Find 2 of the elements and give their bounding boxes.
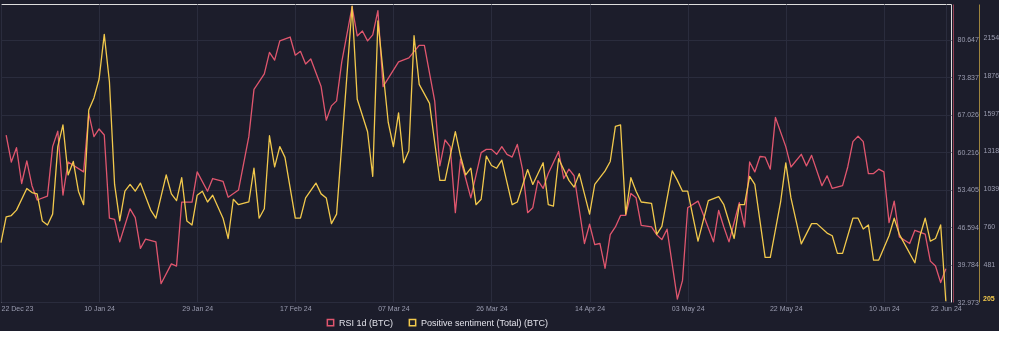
legend-label: Positive sentiment (Total) (BTC) — [421, 317, 549, 328]
legend-label: RSI 1d (BTC) — [339, 317, 394, 328]
